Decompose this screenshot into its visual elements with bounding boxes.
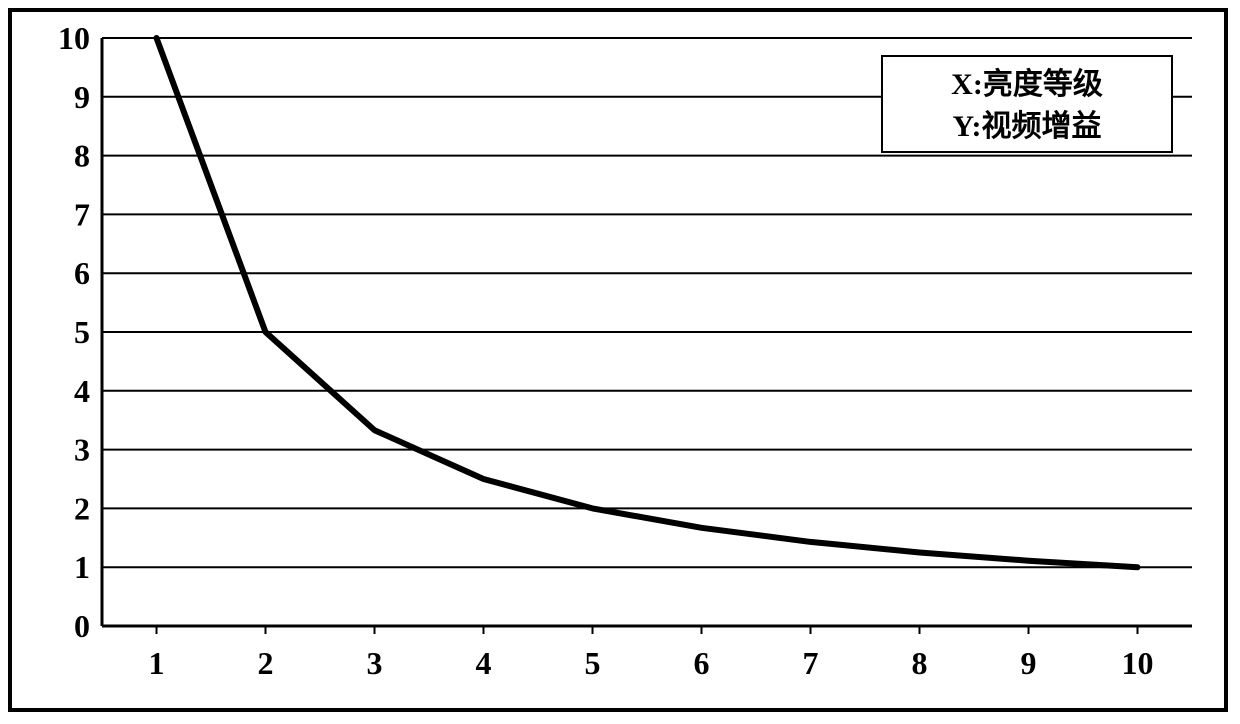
y-tick-label: 9	[74, 79, 90, 115]
chart-svg: 0 1 2 3 4 5 6 7 8 9 10 1 2 3 4 5 6 7 8 9 10 X:亮度等级 Y:视频增益	[32, 26, 1204, 694]
y-tick-label: 3	[74, 432, 90, 468]
x-tick-label: 10	[1122, 645, 1154, 681]
x-tick-label: 2	[258, 645, 274, 681]
x-tick-label: 3	[367, 645, 383, 681]
legend-line: X:亮度等级	[951, 67, 1103, 101]
x-tick-label: 6	[694, 645, 710, 681]
x-tick-label: 1	[149, 645, 165, 681]
y-tick-label: 4	[74, 373, 90, 409]
x-tick-label: 9	[1021, 645, 1037, 681]
chart-container: 0 1 2 3 4 5 6 7 8 9 10 1 2 3 4 5 6 7 8 9 10 X:亮度等级 Y:视频增益	[32, 26, 1204, 694]
y-tick-label: 6	[74, 255, 90, 291]
x-tick-label: 8	[912, 645, 928, 681]
y-tick-label: 2	[74, 490, 90, 526]
x-tick-label: 4	[476, 645, 492, 681]
y-tick-label: 1	[74, 549, 90, 585]
legend-line: Y:视频增益	[953, 110, 1102, 143]
y-tick-label: 5	[74, 314, 90, 350]
y-tick-label: 0	[74, 608, 90, 644]
y-tick-label: 8	[74, 138, 90, 174]
y-tick-label: 7	[74, 196, 90, 232]
x-tick-label: 7	[803, 645, 819, 681]
x-tick-label: 5	[585, 645, 601, 681]
chart-outer-frame: 0 1 2 3 4 5 6 7 8 9 10 1 2 3 4 5 6 7 8 9 10 X:亮度等级 Y:视频增益	[8, 8, 1228, 712]
y-tick-label: 10	[58, 26, 90, 56]
